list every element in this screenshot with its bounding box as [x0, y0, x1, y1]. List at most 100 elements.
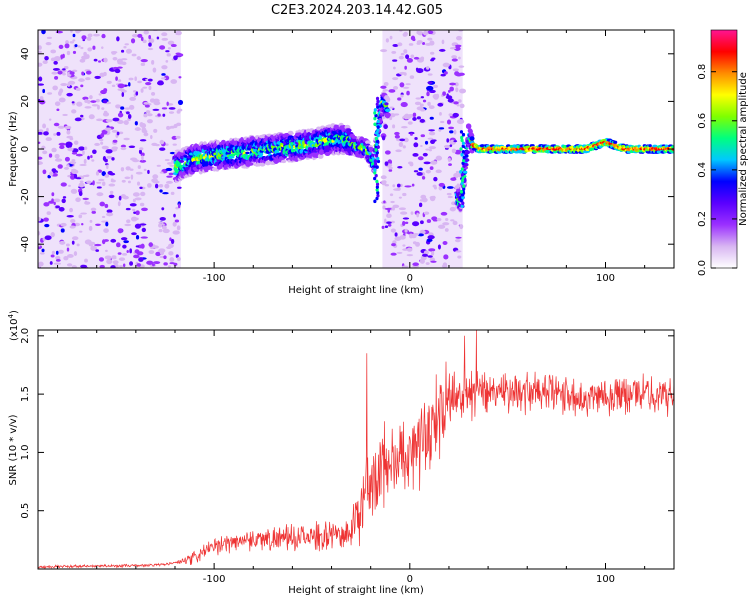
spectrogram-streak-cell: [375, 182, 380, 187]
spectrogram-noise-cell: [405, 83, 411, 86]
spectrogram-noise-cell: [82, 197, 89, 200]
spectrogram-noise-cell: [458, 72, 465, 76]
spectrogram-noise-cell: [60, 228, 65, 233]
spectrogram-streak-cell: [459, 198, 463, 203]
spectrogram-noise-cell: [161, 37, 169, 41]
spectrogram-noise-cell: [159, 147, 166, 151]
spectrogram-noise-cell: [172, 143, 177, 146]
spectrogram-noise-cell: [177, 203, 181, 209]
spectrogram-x-tick-label: -100: [203, 273, 226, 284]
spectrogram-noise-cell: [83, 159, 87, 164]
spectrogram-noise-cell: [55, 259, 61, 262]
spectrogram-noise-cell: [164, 158, 170, 162]
spectrogram-noise-cell: [125, 48, 132, 54]
spectrogram-noise-cell: [95, 223, 101, 226]
spectrogram-streak-cell: [461, 201, 465, 206]
spectrogram-noise-cell: [41, 30, 46, 35]
spectrogram-noise-cell: [169, 151, 176, 155]
spectrogram-noise-cell: [51, 192, 55, 197]
spectrogram-noise-cell: [120, 147, 127, 151]
spectrogram-noise-cell: [71, 159, 76, 162]
spectrogram-noise-cell: [129, 96, 137, 101]
spectrogram-noise-cell: [57, 70, 63, 75]
spectrogram-noise-cell: [103, 71, 107, 77]
spectrogram-noise-cell: [62, 72, 66, 76]
spectrogram-noise-cell: [172, 230, 180, 235]
spectrogram-noise-cell: [53, 262, 62, 265]
spectrogram-noise-cell: [144, 104, 150, 108]
spectrogram-noise-cell: [116, 36, 120, 42]
spectrogram-noise-cell: [46, 211, 51, 216]
spectrogram-noise-cell: [131, 33, 139, 38]
spectrogram-noise-cell: [120, 167, 125, 172]
spectrogram-streak-cell: [375, 185, 379, 189]
spectrogram-noise-cell: [421, 175, 426, 180]
spectrogram-noise-cell: [449, 206, 456, 212]
spectrogram-noise-cell: [153, 261, 161, 265]
spectrogram-noise-cell: [163, 75, 170, 81]
spectrogram-noise-cell: [38, 216, 42, 222]
spectrogram-noise-cell: [104, 127, 112, 132]
spectrogram-noise-cell: [131, 232, 137, 236]
spectrogram-streak-cell: [460, 152, 464, 157]
spectrogram-noise-cell: [411, 183, 415, 187]
spectrogram-streak-cell: [460, 178, 465, 183]
spectrogram-y-tick-label: 20: [20, 95, 31, 108]
spectrogram-noise-cell: [74, 117, 82, 122]
spectrogram-noise-cell: [163, 262, 168, 266]
spectrogram-noise-cell: [441, 39, 445, 45]
spectrogram-noise-cell: [429, 116, 434, 120]
spectrogram-noise-cell: [103, 57, 108, 63]
spectrogram-noise-cell: [46, 36, 52, 39]
spectrogram-noise-cell: [446, 186, 454, 189]
spectrogram-noise-cell: [142, 86, 148, 89]
spectrogram-noise-cell: [115, 104, 121, 109]
spectrogram-noise-cell: [173, 55, 178, 61]
spectrogram-noise-cell: [443, 71, 448, 75]
spectrogram-signal-cell: [384, 102, 389, 106]
snr-y-scale-label: (x104): [7, 310, 20, 341]
spectrogram-noise-cell: [72, 50, 77, 54]
snr-y-scale-exponent: 4: [7, 313, 15, 318]
spectrogram-noise-cell: [151, 263, 155, 267]
spectrogram-y-ticks: -40 -20 0 20 40: [20, 47, 674, 252]
spectrogram-noise-cell: [90, 154, 93, 159]
spectrogram-noise-cell: [432, 219, 438, 222]
spectrogram-streak-cell: [375, 179, 379, 184]
spectrogram-noise-cell: [80, 264, 88, 268]
spectrogram-noise-cell: [451, 55, 458, 59]
spectrogram-noise-cell: [132, 208, 136, 212]
spectrogram-noise-cell: [53, 60, 58, 65]
spectrogram-noise-cell: [427, 101, 431, 106]
spectrogram-noise-cell: [67, 82, 71, 87]
spectrogram-noise-cell: [87, 33, 93, 38]
spectrogram-noise-cell: [437, 224, 446, 229]
spectrogram-signal-cell: [454, 185, 460, 190]
spectrogram-noise-cell: [407, 121, 413, 125]
spectrogram-noise-cell: [400, 52, 405, 56]
spectrogram-noise-cell: [383, 124, 388, 130]
spectrogram-noise-cell: [165, 167, 173, 172]
spectrogram-noise-cell: [394, 232, 398, 237]
spectrogram-streak-cell: [373, 111, 377, 115]
spectrogram-noise-cell: [385, 221, 392, 225]
spectrogram-noise-cell: [96, 192, 104, 197]
spectrogram-noise-cell: [440, 73, 446, 77]
spectrogram-noise-cell: [438, 49, 446, 52]
spectrogram-noise-cell: [442, 222, 450, 226]
spectrogram-noise-cell: [51, 168, 57, 172]
spectrogram-noise-cell: [404, 221, 409, 225]
spectrogram-noise-cell: [427, 81, 433, 85]
spectrogram-signal-cell: [351, 135, 358, 139]
snr-x-axis-label: Height of straight line (km): [288, 585, 424, 596]
spectrogram-noise-cell: [38, 263, 41, 268]
spectrogram-noise-cell: [410, 133, 413, 136]
spectrogram-noise-cell: [389, 35, 393, 40]
spectrogram-noise-cell: [176, 225, 181, 231]
spectrogram-noise-cell: [49, 261, 53, 265]
spectrogram-noise-cell: [453, 172, 460, 179]
spectrogram-noise-cell: [42, 123, 47, 129]
spectrogram-streak-cell: [460, 181, 464, 186]
spectrogram-noise-cell: [81, 71, 85, 76]
spectrogram-noise-cell: [86, 180, 92, 184]
